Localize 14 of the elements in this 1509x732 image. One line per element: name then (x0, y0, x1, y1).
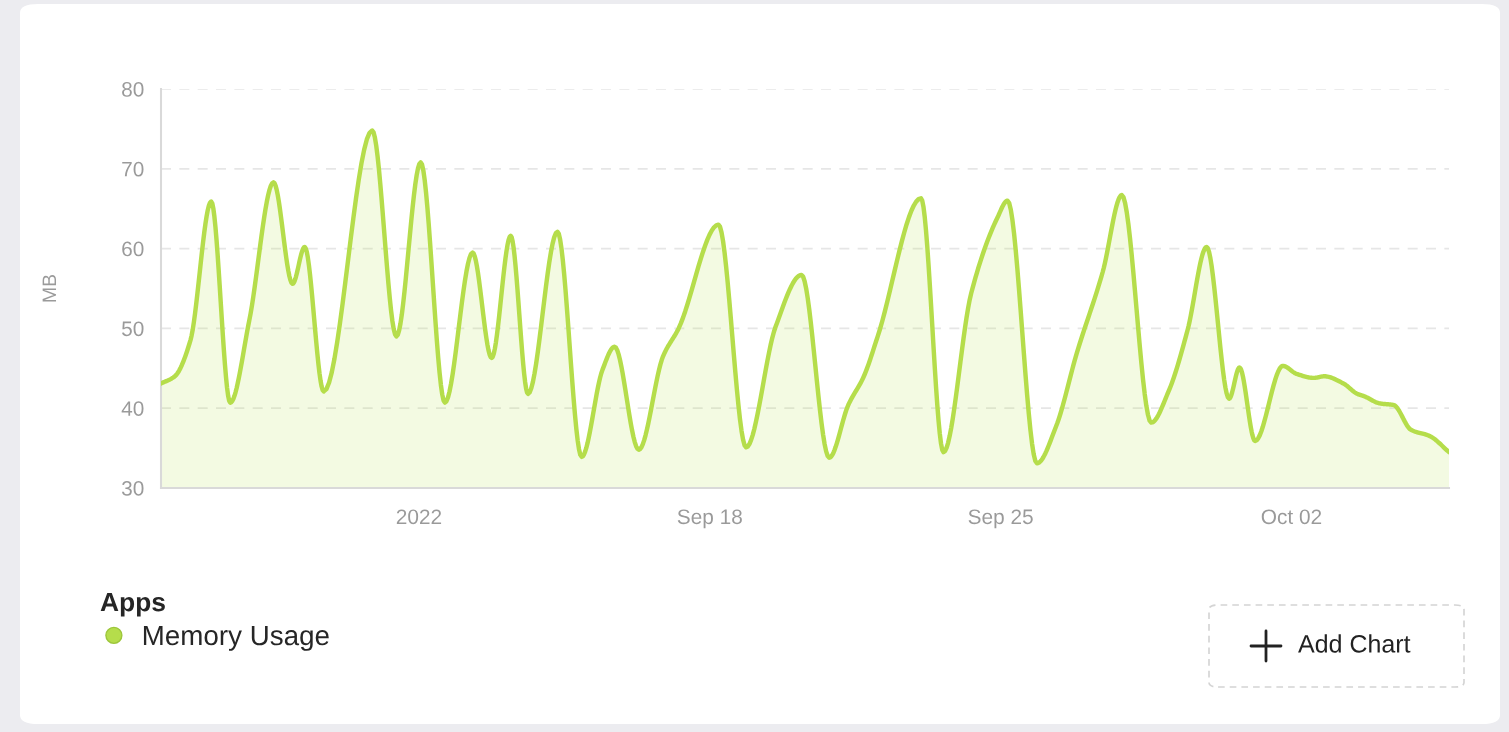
y-axis-title: MB (42, 274, 57, 302)
legend-title: Apps (100, 592, 165, 617)
x-tick-label: Oct 02 (1261, 509, 1322, 525)
x-tick-label: Sep 18 (677, 509, 742, 529)
x-tick-label: Sep 25 (968, 509, 1033, 529)
y-tick-label: 30 (121, 481, 144, 496)
y-tick-label: 70 (122, 161, 144, 177)
y-tick-label: 80 (122, 82, 144, 97)
y-tick-label: 50 (122, 321, 144, 337)
x-tick-label: 2022 (396, 509, 442, 525)
text: Add Chart (1298, 634, 1411, 653)
y-tick-label: 60 (122, 241, 144, 257)
legend-label: Memory Usage (143, 625, 329, 651)
y-tick-label: 40 (121, 401, 144, 416)
